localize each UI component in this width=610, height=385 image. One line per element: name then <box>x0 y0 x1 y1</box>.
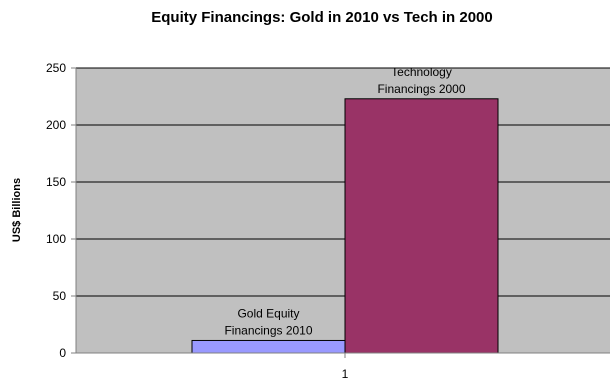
y-tick-label: 0 <box>59 346 66 360</box>
y-tick-label: 100 <box>46 232 66 246</box>
gridlines <box>76 67 610 297</box>
bar-gold-equity-2010 <box>191 339 346 354</box>
y-tick-label: 250 <box>46 61 66 75</box>
bars <box>191 98 499 354</box>
data-label: Technology <box>391 65 452 79</box>
bar-technology-2000 <box>344 98 499 354</box>
data-label: Gold Equity <box>237 306 299 320</box>
data-label: Financings 2010 <box>224 323 312 337</box>
plot-area <box>76 68 610 353</box>
y-tick-label: 200 <box>46 118 66 132</box>
y-axis-ticks: 0 50 100 150 200 250 <box>46 61 76 360</box>
data-label: Financings 2000 <box>377 82 465 96</box>
x-axis-ticks: 1 <box>342 353 349 381</box>
data-labels: Gold Equity Financings 2010 Technology Fina… <box>224 65 465 338</box>
x-tick-label: 1 <box>342 367 349 381</box>
y-tick-label: 50 <box>53 289 67 303</box>
y-axis-label: US$ Billions <box>11 178 23 242</box>
chart-title: Equity Financings: Gold in 2010 vs Tech … <box>151 9 492 26</box>
y-tick-label: 150 <box>46 175 66 189</box>
